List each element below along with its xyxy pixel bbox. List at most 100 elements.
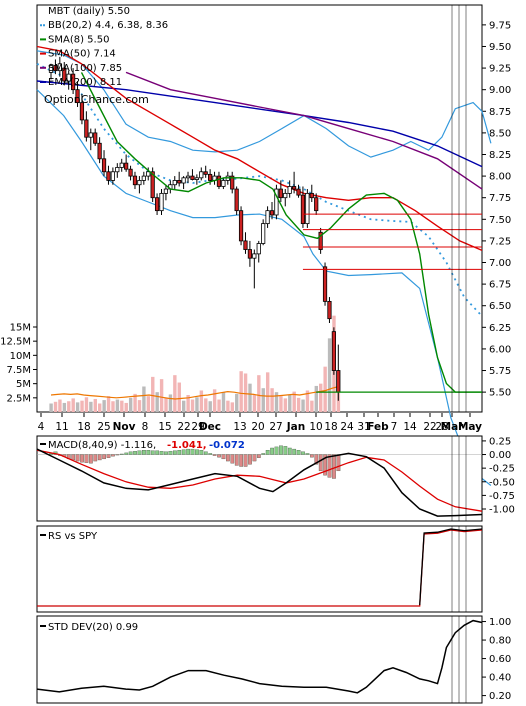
date-tick-label: Dec: [199, 421, 221, 433]
macd-histogram-bar: [261, 453, 266, 455]
macd-histogram-bar: [234, 454, 239, 466]
candle-body: [194, 177, 199, 180]
volume-bar: [261, 388, 265, 412]
volume-tick-label: 7.5M: [6, 365, 31, 376]
date-tick-label: 24: [340, 421, 354, 433]
macd-histogram-bar: [137, 450, 142, 455]
macd-panel: 0.25 0.00 -0.25 -0.50 -0.75 -1.00 MACD(8,40,9)…: [36, 435, 515, 522]
bb-upper-band: [36, 50, 492, 158]
volume-bar: [146, 396, 151, 412]
macd-histogram-bar: [155, 450, 160, 455]
std-axis-tick-label: 0.40: [489, 673, 511, 684]
volume-bar: [327, 338, 332, 412]
macd-histogram-bar: [252, 454, 257, 462]
volume-tick-label: 15M: [10, 323, 31, 334]
volume-bar: [182, 400, 186, 412]
macd-histogram-bar: [124, 452, 129, 455]
volume-bar: [226, 400, 230, 412]
macd-histogram-bar: [336, 454, 341, 472]
price-axis-tick-label: 8.75: [489, 107, 511, 118]
date-tick-label: 10: [309, 421, 322, 433]
candle-body: [247, 249, 252, 259]
volume-bar: [159, 379, 164, 412]
price-axis-tick-label: 7.75: [489, 193, 511, 204]
price-panel-frame: [36, 4, 483, 413]
macd-histogram-bar: [106, 454, 111, 458]
date-tick-label: 14: [403, 421, 417, 433]
std-dev-line: [36, 619, 483, 694]
date-tick-label: Mar: [441, 421, 465, 433]
candle-body: [146, 171, 151, 177]
legend-item: SMA(8) 5.50: [48, 34, 109, 45]
volume-bar: [137, 400, 142, 412]
candle-body: [181, 177, 186, 184]
macd-histogram-bar: [323, 454, 327, 476]
macd-histogram-bar: [84, 454, 89, 463]
volume-bar: [274, 392, 279, 412]
date-tick-label: May: [458, 421, 482, 433]
candle-body: [84, 119, 89, 138]
candle-body: [159, 192, 164, 212]
macd-histogram-bar: [217, 454, 221, 458]
candle-body: [119, 162, 124, 168]
volume-bar: [292, 391, 296, 412]
macd-axis-tick-label: 0.00: [489, 450, 511, 461]
price-axis-tick-label: 6.75: [489, 280, 511, 291]
volume-bar: [177, 382, 181, 412]
macd-histogram-bar: [186, 448, 190, 455]
legend-item: SMA(100) 7.85: [48, 63, 122, 74]
std-axis-tick-label: 0.80: [489, 636, 511, 647]
candle-body: [296, 188, 301, 196]
candle-body: [154, 197, 160, 212]
macd-histogram-bar: [159, 451, 164, 455]
candle-body: [128, 168, 133, 177]
macd-histogram-bar: [279, 445, 283, 455]
volume-bar: [252, 395, 257, 412]
macd-histogram-bar: [283, 446, 288, 455]
macd-histogram-bar: [230, 454, 235, 464]
volume-bar: [173, 375, 177, 412]
macd-histogram-bar: [256, 454, 261, 458]
volume-bar: [133, 393, 137, 412]
candle-body: [278, 188, 283, 199]
candle-body: [150, 171, 155, 199]
candle-body: [274, 188, 279, 216]
volume-tick-label: 2.5M: [6, 393, 31, 404]
candle-body: [261, 223, 266, 244]
candle-body: [110, 171, 115, 181]
std-dev-panel: 1.00 0.80 0.60 0.40 0.20 STD DEV(20) 0.99: [36, 615, 511, 704]
macd-axis-tick-label: 0.25: [489, 436, 511, 447]
legend-item: SMA(50) 7.14: [48, 49, 116, 60]
volume-bar: [98, 403, 102, 412]
volume-bar: [67, 401, 71, 412]
macd-histogram-bar: [274, 446, 279, 455]
candle-body: [265, 210, 270, 225]
price-axis-tick-label: 5.75: [489, 366, 511, 377]
std-axis-tick-label: 0.20: [489, 691, 511, 702]
macd-histogram-bar: [195, 449, 199, 455]
candle-body: [62, 67, 67, 82]
candle-body: [190, 175, 195, 180]
candle-body: [336, 370, 341, 393]
candle-body: [185, 175, 191, 179]
volume-bar: [301, 399, 305, 412]
date-tick-label: 29: [191, 421, 204, 433]
macd-histogram-bar: [173, 450, 177, 455]
macd-histogram-bar: [208, 453, 213, 455]
volume-bar: [248, 383, 252, 412]
macd-histogram-bar: [248, 454, 252, 465]
volume-bar: [270, 388, 274, 412]
candle-body: [287, 186, 292, 194]
price-axis-tick-label: 7.00: [489, 258, 511, 269]
candle-body: [199, 171, 204, 179]
macd-histogram-bar: [97, 454, 102, 461]
date-tick-label: 28: [435, 421, 448, 433]
macd-line: [36, 448, 483, 517]
volume-bar: [62, 402, 67, 412]
legend-item: BB(20,2) 4.4, 6.38, 8.36: [48, 20, 168, 31]
macd-histogram-bar: [142, 450, 146, 455]
macd-histogram-bar: [190, 448, 195, 455]
volume-bar: [288, 395, 292, 412]
rs-legend-label: RS vs SPY: [48, 531, 98, 542]
volume-bar: [124, 402, 128, 412]
